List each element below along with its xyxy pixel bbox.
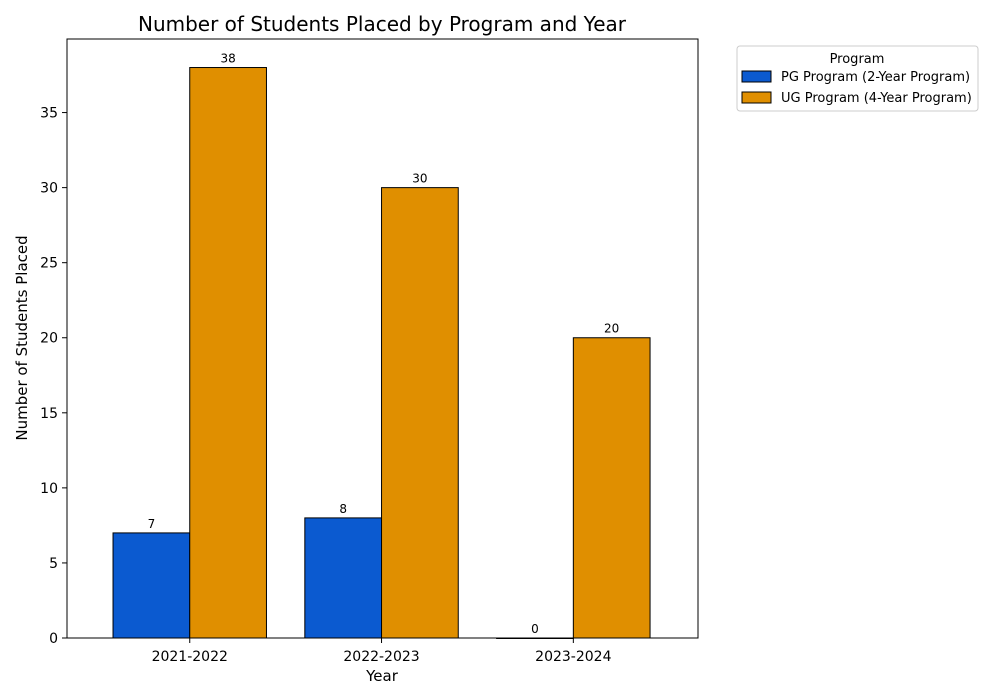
x-tick-label: 2021-2022 [152, 649, 228, 665]
legend-box [736, 45, 979, 112]
y-tick-label: 0 [49, 631, 58, 647]
x-axis-label: Year [365, 667, 399, 685]
legend-label-ug: UG Program (4-Year Program) [781, 91, 972, 106]
y-tick-label: 20 [40, 331, 58, 347]
y-axis-label: Number of Students Placed [13, 235, 31, 440]
bar-pg-2022-2023 [304, 517, 383, 639]
legend: Program PG Program (2-Year Program) UG P… [736, 45, 979, 112]
legend-swatch-ug [741, 91, 772, 104]
x-axis: 2021-2022 2022-2023 2023-2024 [152, 638, 612, 665]
bar-pg-2021-2022 [112, 532, 191, 639]
y-tick-label: 35 [40, 106, 58, 122]
data-label: 30 [412, 172, 427, 186]
data-label: 38 [220, 52, 235, 66]
data-label: 20 [604, 322, 619, 336]
chart-title: Number of Students Placed by Program and… [138, 12, 627, 36]
data-label: 7 [148, 517, 156, 531]
plot-frame [66, 38, 699, 639]
x-tick-label: 2023-2024 [535, 649, 611, 665]
data-label: 0 [531, 622, 539, 636]
y-tick-label: 10 [40, 481, 58, 497]
bar-ug-2023-2024 [572, 337, 651, 639]
y-tick-label: 25 [40, 256, 58, 272]
y-axis: 0 5 10 15 20 25 30 35 [40, 106, 67, 647]
y-tick-label: 30 [40, 181, 58, 197]
y-tick-label: 15 [40, 406, 58, 422]
bar-ug-2021-2022 [189, 67, 267, 639]
x-tick-label: 2022-2023 [343, 649, 419, 665]
bar-ug-2022-2023 [381, 187, 459, 639]
bars-group: 7 8 0 38 30 20 [112, 52, 651, 639]
data-label: 8 [339, 502, 347, 516]
y-tick-label: 5 [49, 556, 58, 572]
legend-label-pg: PG Program (2-Year Program) [781, 70, 970, 85]
legend-title: Program [830, 52, 885, 67]
legend-swatch-pg [741, 70, 772, 83]
